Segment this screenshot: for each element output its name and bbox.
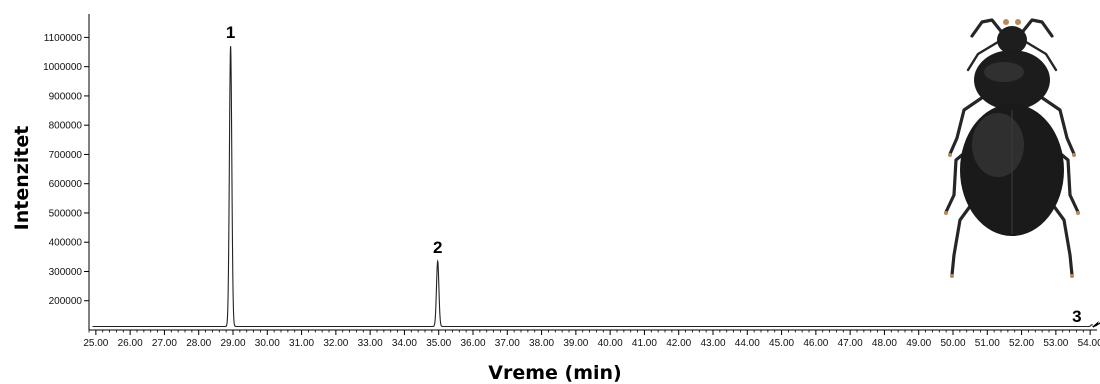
x-axis-title: Vreme (min) (488, 362, 621, 384)
x-tick-label: 47.00 (838, 338, 863, 349)
chromatogram-trace (92, 46, 1094, 328)
x-tick-label: 32.00 (323, 338, 348, 349)
x-tick-label: 51.00 (975, 338, 1000, 349)
y-tick-label: 200000 (49, 296, 83, 307)
axes (88, 14, 1097, 331)
y-tick-label: 500000 (49, 208, 83, 219)
x-tick-label: 39.00 (563, 338, 588, 349)
x-tick-label: 31.00 (289, 338, 314, 349)
x-tick-label: 35.00 (426, 338, 451, 349)
x-tick-label: 28.00 (186, 338, 211, 349)
y-tick-label: 800000 (49, 121, 83, 132)
x-tick-label: 43.00 (700, 338, 725, 349)
x-tick-label: 44.00 (735, 338, 760, 349)
x-tick-label: 42.00 (666, 338, 691, 349)
peak-3-arrowhead (1091, 321, 1099, 327)
x-tick-label: 49.00 (906, 338, 931, 349)
beetle-image (944, 18, 1080, 278)
y-tick-label: 1000000 (43, 62, 82, 73)
x-tick-label: 46.00 (803, 338, 828, 349)
y-tick-label: 1100000 (44, 33, 83, 44)
x-ticks: 25.00 26.00 27.00 28.00 29.00 30.00 31.00 32.00… (83, 330, 1100, 349)
x-tick-label: 54.00 (1078, 338, 1100, 349)
x-tick-label: 29.00 (220, 338, 245, 349)
peak-labels: 1 2 3 (226, 23, 1100, 328)
x-tick-label: 40.00 (598, 338, 623, 349)
y-tick-label: 300000 (49, 267, 83, 278)
x-tick-label: 36.00 (460, 338, 485, 349)
y-axis-title: Intenzitet (11, 126, 33, 231)
peak-label-2: 2 (433, 238, 442, 257)
x-tick-label: 26.00 (118, 338, 143, 349)
y-tick-label: 400000 (49, 238, 83, 249)
x-tick-label: 34.00 (392, 338, 417, 349)
x-tick-label: 30.00 (255, 338, 280, 349)
x-tick-label: 27.00 (152, 338, 177, 349)
x-tick-label: 37.00 (495, 338, 520, 349)
x-tick-label: 50.00 (940, 338, 965, 349)
peak-label-1: 1 (226, 23, 235, 42)
y-tick-label: 700000 (49, 150, 83, 161)
x-tick-label: 33.00 (358, 338, 383, 349)
x-tick-label: 48.00 (872, 338, 897, 349)
x-tick-label: 52.00 (1009, 338, 1034, 349)
x-tick-label: 45.00 (769, 338, 794, 349)
x-tick-label: 41.00 (632, 338, 657, 349)
y-ticks: 200000 300000 400000 500000 600000 700000 8000… (43, 33, 89, 307)
x-tick-label: 53.00 (1043, 338, 1068, 349)
x-tick-label: 38.00 (529, 338, 554, 349)
x-tick-label: 25.00 (83, 338, 108, 349)
y-tick-label: 900000 (49, 91, 83, 102)
y-tick-label: 600000 (49, 179, 83, 190)
peak-label-3: 3 (1072, 307, 1081, 326)
